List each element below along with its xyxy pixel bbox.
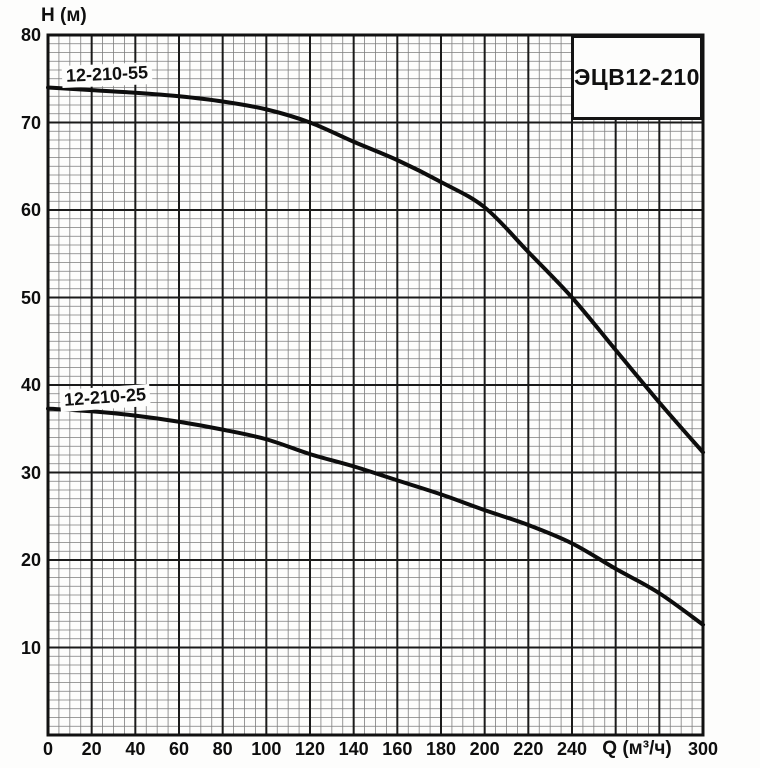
x-tick-label: 40	[125, 739, 146, 759]
y-tick-label: 50	[20, 287, 41, 308]
y-axis-label: H (м)	[41, 5, 87, 26]
x-tick-label: 20	[81, 739, 102, 759]
x-tick-label: 300	[687, 739, 719, 759]
y-tick-label: 60	[20, 200, 41, 220]
x-tick-label: 80	[212, 739, 233, 759]
chart-title-box: ЭЦВ12-210	[571, 35, 703, 120]
x-tick-label: 100	[251, 739, 282, 759]
y-tick-label: 80	[20, 25, 41, 45]
chart-title: ЭЦВ12-210	[574, 64, 700, 90]
grid-major	[47, 34, 704, 736]
x-axis-label: Q (м³/ч)	[602, 738, 672, 759]
y-tick-label: 20	[20, 550, 41, 570]
y-tick-label: 10	[20, 637, 41, 658]
x-tick-label: 220	[513, 739, 544, 759]
x-tick-label: 0	[42, 739, 54, 759]
plot-border	[46, 33, 705, 737]
y-tick-label: 70	[20, 112, 41, 133]
x-tick-label: 180	[425, 739, 457, 759]
x-tick-label: 200	[469, 739, 500, 759]
y-tick-label: 30	[20, 462, 41, 483]
x-tick-label: 240	[556, 739, 588, 759]
x-tick-label: 60	[168, 739, 190, 759]
curve-label-12-210-55: 12-210-55	[61, 62, 153, 88]
x-tick-label: 160	[382, 739, 413, 759]
x-tick-label: 120	[294, 739, 326, 759]
y-tick-label: 40	[20, 375, 41, 395]
curve-12-210-25	[46, 406, 705, 627]
curve-12-210-55	[46, 85, 705, 455]
x-tick-label: 140	[338, 739, 369, 759]
